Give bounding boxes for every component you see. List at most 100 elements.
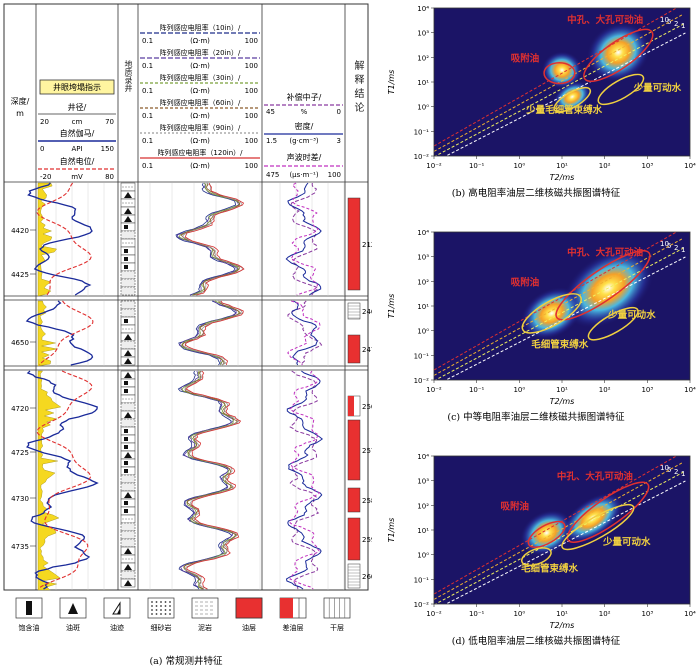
layer-number: 246 <box>362 308 372 316</box>
y-tick-label: 10⁻² <box>414 601 430 609</box>
ratio-label: 5 <box>667 18 671 26</box>
x-tick-label: 10³ <box>641 610 653 618</box>
ratio-label: 5 <box>667 242 671 250</box>
region-ellipse <box>587 306 639 341</box>
density-min: 1.5 <box>266 137 277 145</box>
resistivity-max-1: 100 <box>245 62 258 70</box>
x-tick-label: 10³ <box>641 162 653 170</box>
ratio-line <box>434 462 683 600</box>
legend-label: 油斑 <box>66 623 80 632</box>
resistivity-name-2: 阵列感应电阻率（30in）/ <box>160 73 241 82</box>
x-tick-label: 10⁰ <box>513 610 525 618</box>
region-ellipse <box>597 73 645 106</box>
gr-max: 150 <box>101 145 114 153</box>
x-tick-label: 10¹ <box>556 386 568 394</box>
legend-label: 细砂岩 <box>151 623 172 632</box>
resistivity-curve <box>180 370 234 590</box>
wellbore-collapse-label: 井眼垮塌指示 <box>53 82 101 92</box>
ratio-label: 1 <box>681 22 685 30</box>
resistivity-curve <box>181 370 237 590</box>
resistivity-name-5: 阵列感应电阻率（120in）/ <box>157 148 243 157</box>
resistivity-name-1: 阵列感应电阻率（20in）/ <box>160 48 241 57</box>
caliper-unit: cm <box>72 118 83 126</box>
sp-min: -20 <box>40 173 51 181</box>
annotation-large-pore: 中孔、大孔可动油 <box>557 471 633 483</box>
x-axis-label: T2/ms <box>550 397 575 406</box>
resistivity-curve <box>180 182 240 296</box>
annotation-large-pore: 中孔、大孔可动油 <box>567 247 643 259</box>
resistivity-min-5: 0.1 <box>142 162 153 170</box>
legend-label: 干层 <box>330 624 344 632</box>
nmr-caption: (c) 中等电阻率油层二维核磁共振图谱特征 <box>447 411 625 423</box>
wellbore-collapse-box <box>39 79 115 95</box>
gr-min: 0 <box>40 145 44 153</box>
ratio-label: 10 <box>660 16 669 24</box>
resistivity-unit-5: (Ω·m) <box>190 162 210 170</box>
ratio-label: 10 <box>660 464 669 472</box>
depth-tick: 4725 <box>11 449 29 457</box>
y-tick-label: 10⁴ <box>417 229 429 237</box>
neutron-unit: % <box>301 108 308 116</box>
y-tick-label: 10³ <box>417 254 429 262</box>
legend-label: 油迹 <box>110 623 124 632</box>
annotation-adsorbed: 吸附油 <box>511 276 540 288</box>
x-tick-label: 10¹ <box>556 162 568 170</box>
depth-header-unit: m <box>16 109 24 118</box>
y-tick-label: 10² <box>417 502 429 510</box>
x-tick-label: 10⁴ <box>684 162 696 170</box>
sp-max: 80 <box>105 173 114 181</box>
oil-layer-block <box>347 487 361 513</box>
region-ellipse <box>566 481 650 543</box>
resistivity-max-4: 100 <box>245 137 258 145</box>
lithology-header-label: 地质录井 <box>124 60 133 92</box>
ratio-label: 5 <box>667 466 671 474</box>
legend-label: 油层 <box>242 623 256 632</box>
resistivity-curve <box>185 370 242 590</box>
mudstone-icon <box>191 597 219 619</box>
y-tick-label: 10⁻² <box>414 377 430 385</box>
y-axis-label: T1/ms <box>387 518 396 543</box>
layer-number: 257 <box>362 447 372 455</box>
density-max: 3 <box>337 137 341 145</box>
y-axis-label: T1/ms <box>387 294 396 319</box>
ratio-line <box>434 471 684 604</box>
x-axis-label: T2/ms <box>550 173 575 182</box>
resistivity-name-4: 阵列感应电阻率（90in）/ <box>160 123 241 132</box>
ratio-label: 10 <box>660 240 669 248</box>
porosity-curve <box>288 370 321 590</box>
depth-header-label: 深度/ <box>11 96 30 106</box>
resistivity-unit-0: (Ω·m) <box>190 37 210 45</box>
ratio-label: 1 <box>681 246 685 254</box>
sonic-max: 100 <box>328 171 341 179</box>
legend-label: 差油层 <box>283 623 304 632</box>
ratio-label: 2 <box>674 468 678 476</box>
resistivity-curve <box>178 300 237 366</box>
ratio-label: 2 <box>674 20 678 28</box>
y-tick-label: 10¹ <box>417 527 429 535</box>
x-tick-label: 10² <box>599 386 611 394</box>
layer-number: 256 <box>362 403 372 411</box>
nmr-caption: (b) 高电阻率油层二维核磁共振图谱特征 <box>452 187 621 199</box>
wellbore-collapse-fill <box>37 300 58 367</box>
depth-tick: 4425 <box>11 271 29 279</box>
resistivity-curve <box>184 370 240 590</box>
y-tick-label: 10¹ <box>417 79 429 87</box>
resistivity-max-2: 100 <box>245 87 258 95</box>
annotation-adsorbed: 吸附油 <box>501 500 530 512</box>
x-tick-label: 10⁴ <box>684 386 696 394</box>
fine-sandstone-icon <box>147 597 175 619</box>
sonic-unit: (μs·m⁻¹) <box>289 171 318 179</box>
region-ellipse <box>527 520 566 548</box>
resistivity-max-0: 100 <box>245 37 258 45</box>
annotation-bound-water: 毛细管束缚水 <box>521 562 579 574</box>
region-ellipse <box>561 503 635 551</box>
caption-a: (a) 常规测井特征 <box>149 655 223 667</box>
resistivity-min-2: 0.1 <box>142 87 153 95</box>
oil-layer-block <box>347 419 361 481</box>
legend-label: 泥岩 <box>198 623 212 632</box>
wellbore-collapse-fill <box>37 182 57 297</box>
sonic-min: 475 <box>266 171 279 179</box>
y-tick-label: 10³ <box>417 30 429 38</box>
region-ellipse <box>520 547 552 567</box>
